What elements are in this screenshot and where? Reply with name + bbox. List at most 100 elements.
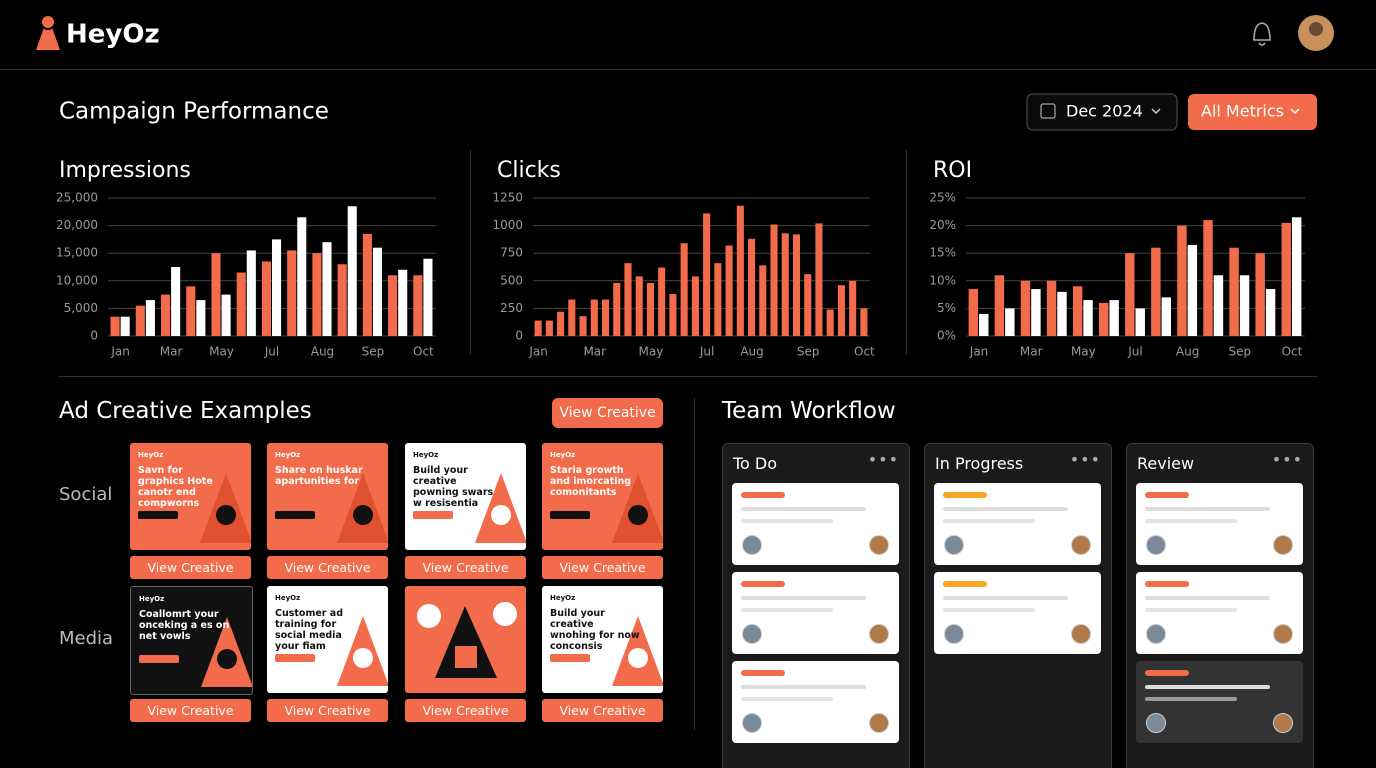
creative-card[interactable]: HeyOz Share on huskar apartunities for bbox=[267, 443, 388, 550]
bar bbox=[413, 275, 423, 336]
bar bbox=[1229, 247, 1239, 336]
bar bbox=[1083, 300, 1093, 336]
bar bbox=[557, 311, 565, 336]
task-line bbox=[1145, 507, 1270, 511]
bar bbox=[1213, 275, 1224, 336]
section-title: Campaign Performance bbox=[59, 99, 329, 125]
bar bbox=[1005, 308, 1015, 336]
date-label: Dec 2024 bbox=[1066, 102, 1143, 121]
task-line bbox=[1145, 596, 1270, 600]
y-tick-label: 1250 bbox=[492, 191, 523, 205]
bell-icon[interactable] bbox=[1253, 22, 1271, 46]
creative-mini-button bbox=[275, 511, 315, 519]
x-tick-label: Aug bbox=[311, 345, 334, 359]
assignee-avatar bbox=[944, 624, 964, 644]
task-line bbox=[1145, 519, 1237, 523]
x-tick-label: Mar bbox=[583, 345, 606, 359]
creative-card[interactable]: HeyOz Staria growth and imorcating comoni… bbox=[542, 443, 663, 550]
chart-title: Clicks bbox=[497, 158, 561, 183]
task-card[interactable] bbox=[732, 483, 899, 565]
chart-title: Impressions bbox=[59, 158, 191, 183]
bar bbox=[1072, 286, 1083, 336]
creative-art bbox=[475, 473, 526, 543]
date-button[interactable] bbox=[1026, 93, 1178, 131]
bar bbox=[669, 294, 677, 336]
bar bbox=[545, 320, 553, 336]
view-creative-button[interactable]: View Creative bbox=[542, 699, 663, 722]
column-title: To Do bbox=[733, 454, 778, 473]
bar bbox=[1098, 302, 1109, 336]
creative-card[interactable]: HeyOz Savn for graphics Hote canotr end c… bbox=[130, 443, 251, 550]
divider bbox=[694, 398, 695, 730]
creative-art bbox=[417, 602, 517, 678]
bar bbox=[171, 267, 181, 336]
task-card[interactable] bbox=[1136, 572, 1303, 654]
row-label: Social bbox=[59, 484, 113, 505]
creative-headline: Build your creative wnohing for now conc… bbox=[550, 608, 640, 652]
assignee-avatar bbox=[1273, 624, 1293, 644]
column-menu[interactable]: ••• bbox=[1069, 450, 1101, 469]
view-creative-button[interactable]: View Creative bbox=[130, 556, 251, 579]
task-line bbox=[943, 608, 1035, 612]
view-creative-button[interactable]: View Creative bbox=[130, 699, 251, 722]
bar bbox=[1020, 280, 1031, 336]
bar bbox=[804, 274, 812, 336]
view-creative-button[interactable]: View Creative bbox=[552, 398, 663, 428]
bar bbox=[196, 300, 206, 336]
bar bbox=[423, 258, 433, 336]
assignee-avatar bbox=[742, 535, 762, 555]
assignee-avatar bbox=[1146, 713, 1166, 733]
creative-card[interactable]: HeyOz Customer ad training for social med… bbox=[267, 586, 388, 693]
y-tick-label: 0 bbox=[515, 329, 523, 343]
assignee-avatar bbox=[869, 535, 889, 555]
bar bbox=[221, 294, 231, 336]
x-tick-label: Oct bbox=[1282, 345, 1303, 359]
creative-headline: Share on huskar apartunities for bbox=[275, 465, 363, 487]
assignee-avatar bbox=[944, 535, 964, 555]
task-line bbox=[741, 519, 833, 523]
assignee-avatar bbox=[742, 713, 762, 733]
task-card[interactable] bbox=[934, 572, 1101, 654]
bar bbox=[388, 275, 398, 336]
task-accent bbox=[741, 581, 785, 587]
task-card[interactable] bbox=[732, 661, 899, 743]
x-tick-label: Jul bbox=[264, 345, 279, 359]
metrics-button[interactable] bbox=[1188, 94, 1317, 130]
bar bbox=[714, 263, 722, 336]
creative-art bbox=[612, 616, 663, 686]
bar bbox=[568, 299, 576, 336]
bar bbox=[211, 253, 221, 336]
creative-card[interactable] bbox=[405, 586, 526, 693]
creative-card[interactable]: HeyOz Build your creative powning swars w… bbox=[405, 443, 526, 550]
task-card[interactable] bbox=[1136, 661, 1303, 743]
x-tick-label: Oct bbox=[413, 345, 434, 359]
view-creative-button[interactable]: View Creative bbox=[405, 699, 526, 722]
task-card[interactable] bbox=[1136, 483, 1303, 565]
task-card[interactable] bbox=[732, 572, 899, 654]
view-creative-button[interactable]: View Creative bbox=[542, 556, 663, 579]
task-accent bbox=[1145, 492, 1189, 498]
workflow-title: Team Workflow bbox=[722, 398, 896, 424]
workflow-column: In Progress ••• bbox=[924, 443, 1112, 768]
creative-art bbox=[337, 616, 388, 686]
y-tick-label: 250 bbox=[500, 301, 523, 315]
view-creative-button[interactable]: View Creative bbox=[267, 556, 388, 579]
column-menu[interactable]: ••• bbox=[1271, 450, 1303, 469]
x-tick-label: Aug bbox=[740, 345, 763, 359]
creative-card[interactable]: HeyOz Coallomrt your onceking a es on net… bbox=[130, 586, 253, 695]
bar bbox=[680, 243, 688, 336]
view-creative-button[interactable]: View Creative bbox=[267, 699, 388, 722]
view-creative-button[interactable]: View Creative bbox=[405, 556, 526, 579]
task-card[interactable] bbox=[934, 483, 1101, 565]
bar bbox=[297, 217, 307, 336]
creative-card[interactable]: HeyOz Build your creative wnohing for now… bbox=[542, 586, 663, 693]
bar bbox=[590, 299, 598, 336]
y-tick-label: 20% bbox=[929, 218, 956, 232]
task-line bbox=[1145, 697, 1237, 701]
creative-brand: HeyOz bbox=[275, 594, 301, 602]
bar bbox=[362, 233, 372, 336]
bar bbox=[272, 239, 282, 336]
column-menu[interactable]: ••• bbox=[867, 450, 899, 469]
y-tick-label: 25% bbox=[929, 191, 956, 205]
bar bbox=[691, 276, 699, 336]
